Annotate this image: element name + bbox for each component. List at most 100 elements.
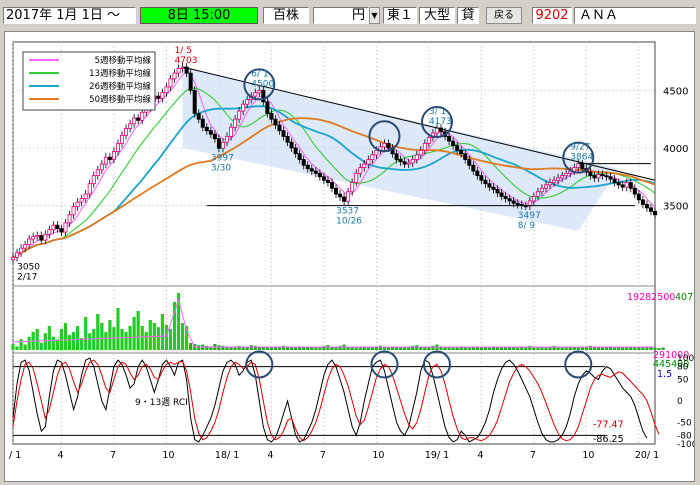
highlight-circle bbox=[422, 350, 451, 379]
volume-bar bbox=[600, 347, 605, 350]
highlight-circle bbox=[564, 350, 593, 379]
candle-body bbox=[604, 175, 609, 178]
volume-bar bbox=[403, 347, 407, 350]
volume-bar bbox=[394, 347, 399, 350]
start-date-field[interactable]: 2017年 1月 1日 ～ bbox=[3, 7, 136, 24]
candle-body bbox=[43, 233, 48, 241]
candle-body bbox=[124, 127, 129, 136]
volume-bar bbox=[548, 346, 552, 350]
price-axis-label: 4500 bbox=[663, 86, 688, 97]
volume-bar bbox=[633, 347, 637, 350]
candle-body bbox=[196, 113, 201, 120]
volume-bar bbox=[180, 323, 185, 350]
volume-bar bbox=[172, 302, 177, 350]
volume-bar bbox=[221, 345, 225, 350]
volume-bar bbox=[176, 293, 181, 350]
candle-body bbox=[548, 182, 553, 186]
candle-body bbox=[608, 176, 613, 180]
candle-body bbox=[495, 189, 500, 194]
price-annotation-date: 8/ 9 bbox=[518, 221, 536, 231]
candle-body bbox=[261, 89, 266, 103]
candle-body bbox=[176, 68, 181, 74]
candle-body bbox=[269, 113, 274, 120]
candle-body bbox=[136, 117, 141, 121]
candle-body bbox=[475, 170, 480, 177]
candle-body bbox=[346, 191, 351, 202]
candle-body bbox=[410, 159, 415, 164]
volume-bar bbox=[649, 347, 653, 350]
candle-body bbox=[329, 182, 334, 189]
candle-body bbox=[184, 66, 189, 74]
volume-bar bbox=[641, 347, 645, 350]
candle-body bbox=[325, 179, 330, 183]
volume-bar bbox=[378, 345, 383, 350]
volume-label: 291000 bbox=[653, 350, 689, 361]
candle-body bbox=[374, 149, 379, 156]
volume-bar bbox=[71, 332, 76, 350]
highlight-circle bbox=[420, 106, 453, 139]
candle-body bbox=[370, 154, 375, 160]
candle-body bbox=[289, 141, 294, 149]
volume-bar bbox=[390, 346, 395, 350]
unit-field[interactable]: 百株 bbox=[263, 7, 309, 24]
candle-body bbox=[398, 159, 403, 163]
legend-label: 26週移動平均線 bbox=[89, 81, 151, 92]
volume-bar bbox=[124, 332, 128, 350]
volume-bar bbox=[346, 346, 350, 350]
candle-body bbox=[358, 167, 363, 174]
candle-body bbox=[321, 176, 326, 181]
price-annotation-value: 4703 bbox=[175, 56, 198, 66]
volume-bar bbox=[653, 347, 657, 350]
stock-code[interactable]: 9202 bbox=[532, 7, 572, 24]
chevron-down-icon[interactable]: ▼ bbox=[369, 7, 380, 24]
candle-body bbox=[487, 183, 492, 188]
candle-body bbox=[220, 141, 225, 149]
x-axis-label: 7 bbox=[320, 450, 326, 461]
volume-bar bbox=[277, 347, 282, 350]
candle-body bbox=[406, 162, 411, 165]
date-range-display[interactable]: 8日 15:00 bbox=[140, 7, 258, 24]
volume-bar bbox=[136, 311, 140, 350]
volume-bar bbox=[330, 346, 334, 350]
volume-bar bbox=[269, 347, 274, 350]
candle-body bbox=[511, 200, 516, 204]
candle-body bbox=[334, 187, 339, 195]
rci-label: 9・13週 RCI bbox=[135, 397, 188, 408]
volume-bar bbox=[427, 346, 431, 350]
candle-body bbox=[313, 170, 318, 174]
price-annotation-value: 4173 bbox=[429, 117, 452, 127]
candle-body bbox=[75, 201, 80, 208]
candle-body bbox=[342, 196, 347, 202]
volume-bar bbox=[613, 347, 617, 350]
candle-body bbox=[640, 199, 645, 205]
volume-bar bbox=[225, 346, 229, 350]
candle-body bbox=[386, 142, 391, 149]
back-button[interactable]: 戻る bbox=[486, 7, 522, 24]
highlight-circle bbox=[245, 350, 274, 379]
volume-label: 19282500 bbox=[627, 292, 675, 303]
candle-body bbox=[491, 186, 496, 190]
volume-bar bbox=[366, 347, 370, 350]
market-field[interactable]: 東１ bbox=[383, 7, 417, 24]
volume-bar bbox=[88, 333, 92, 350]
candle-body bbox=[350, 182, 355, 193]
volume-bar bbox=[47, 326, 51, 350]
price-axis-label: 4000 bbox=[663, 144, 688, 155]
size-field[interactable]: 大型 bbox=[419, 7, 455, 24]
x-axis-label: 18/ 1 bbox=[215, 450, 239, 461]
candle-body bbox=[71, 206, 76, 216]
volume-bar bbox=[185, 326, 189, 350]
price-annotation-value: 3864 bbox=[570, 153, 593, 163]
volume-bar bbox=[532, 347, 536, 350]
candle-body bbox=[467, 159, 472, 166]
volume-bar bbox=[229, 347, 233, 350]
x-axis-label: 7 bbox=[530, 450, 536, 461]
lending-field[interactable]: 貸 bbox=[457, 7, 479, 24]
volume-bar bbox=[11, 344, 15, 350]
candle-body bbox=[447, 136, 452, 142]
currency-select[interactable]: 円 bbox=[313, 7, 369, 24]
candle-body bbox=[515, 202, 520, 205]
rci-9-line bbox=[12, 357, 648, 443]
legend-label: 5週移動平均線 bbox=[95, 55, 152, 66]
volume-bar bbox=[273, 346, 278, 350]
